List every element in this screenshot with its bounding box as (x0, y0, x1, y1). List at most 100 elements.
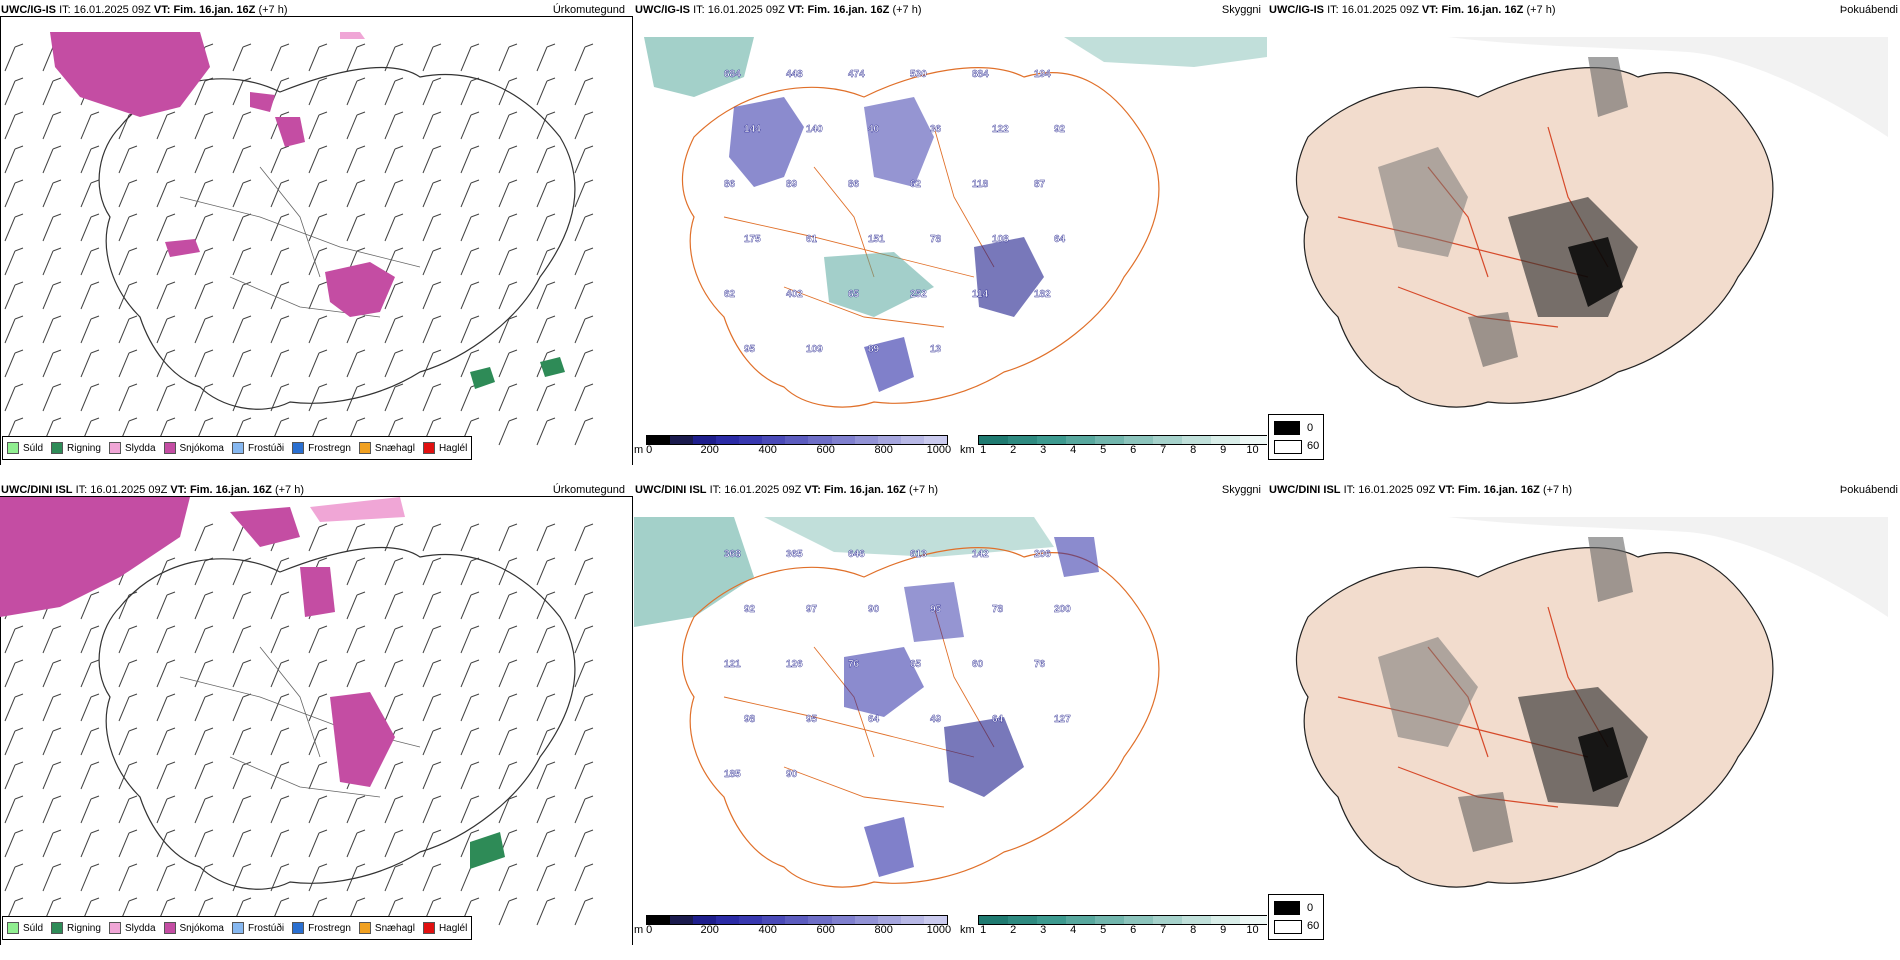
elev-tick: 800 (874, 444, 893, 456)
wind-barb (498, 863, 518, 892)
wind-barb (232, 247, 252, 276)
wind-barb (42, 727, 62, 756)
wind-barb (498, 761, 518, 790)
panel-title: Skyggni (1221, 484, 1261, 496)
wind-barb (42, 145, 62, 174)
wind-barb (498, 315, 518, 344)
wind-barb (574, 315, 594, 344)
wind-barb (194, 111, 214, 140)
wind-barb (460, 111, 480, 140)
wind-barb (4, 863, 24, 892)
wind-barb (118, 281, 138, 310)
wind-barb (156, 111, 176, 140)
wind-barb (118, 693, 138, 722)
wind-barb (308, 829, 328, 858)
wind-barb (346, 557, 366, 586)
visibility-map[interactable] (634, 497, 1267, 907)
colorbar-swatch (693, 436, 717, 444)
wind-barb (308, 727, 328, 756)
wind-barb (460, 829, 480, 858)
elevation-unit: m (634, 444, 644, 456)
wind-barb (194, 315, 214, 344)
wind-barb (308, 43, 328, 72)
colorbar-swatch (739, 916, 763, 924)
wind-barb (422, 77, 442, 106)
wind-barb (422, 145, 442, 174)
wind-barb (498, 179, 518, 208)
wind-barb (460, 795, 480, 824)
wind-barb (42, 761, 62, 790)
elevation-label: 530 (910, 69, 927, 80)
wind-barb (308, 863, 328, 892)
wind-barb (42, 795, 62, 824)
fog-map[interactable] (1268, 497, 1900, 907)
visibility-map[interactable] (634, 17, 1267, 427)
elevation-label: 140 (806, 124, 823, 135)
wind-barb (232, 761, 252, 790)
wind-barb (270, 795, 290, 824)
wind-barb (574, 557, 594, 586)
wind-barb (80, 625, 100, 654)
wind-barb (308, 111, 328, 140)
wind-barb (80, 761, 100, 790)
wind-barb (460, 761, 480, 790)
elevation-label: 49 (930, 714, 942, 725)
legend-item-frostregn: Frostregn (292, 442, 351, 454)
wind-barb (422, 659, 442, 688)
vis-tick: 1 (980, 444, 987, 456)
wind-barb (536, 111, 556, 140)
wind-barb (194, 625, 214, 654)
wind-barb (308, 281, 328, 310)
wind-barb (4, 659, 24, 688)
wind-barb (42, 315, 62, 344)
elevation-label: 144 (744, 124, 761, 135)
wind-barb (80, 383, 100, 412)
elevation-label: 121 (724, 659, 741, 670)
elevation-label: 200 (1054, 604, 1071, 615)
elevation-colorbar-boxes (646, 915, 948, 925)
map-frame (0, 496, 633, 945)
wind-barb (384, 213, 404, 242)
wind-barb (460, 43, 480, 72)
vis-tick: 7 (1160, 444, 1167, 456)
wind-barb (574, 625, 594, 654)
colorbar-swatch (785, 436, 809, 444)
precip-map[interactable] (0, 17, 633, 465)
elevation-label: 95 (806, 714, 818, 725)
wind-barb (536, 315, 556, 344)
wind-barb (4, 179, 24, 208)
fog-map[interactable] (1268, 17, 1900, 427)
wind-barb (460, 77, 480, 106)
elev-tick: 800 (874, 924, 893, 936)
wind-barb (80, 863, 100, 892)
colorbar-swatch (1008, 916, 1037, 924)
wind-barb (308, 247, 328, 276)
wind-barb (232, 829, 252, 858)
wind-barb (80, 659, 100, 688)
colorbar-swatch (762, 436, 786, 444)
wind-barb (156, 315, 176, 344)
elevation-label: 368 (724, 549, 741, 560)
elev-tick: 1000 (926, 924, 952, 936)
elevation-label: 89 (786, 179, 798, 190)
legend-item-frostudi: Frostúði (231, 442, 284, 454)
colorbar-swatch (1124, 436, 1153, 444)
precip-map[interactable] (0, 497, 633, 945)
wind-barb (232, 111, 252, 140)
wind-barb (118, 761, 138, 790)
elevation-label: 64 (1054, 234, 1066, 245)
wind-barb (346, 179, 366, 208)
colorbar-swatch (831, 436, 855, 444)
wind-barb (384, 77, 404, 106)
wind-barb (118, 795, 138, 824)
vis-tick: 5 (1100, 444, 1107, 456)
wind-barb (80, 693, 100, 722)
wind-barb (498, 557, 518, 586)
wind-barb (232, 625, 252, 654)
wind-barb (346, 829, 366, 858)
elev-labels-layer: 684 448 474 530 884 194 144 140 40 36 122 92 86 89 86 6… (724, 69, 1066, 355)
wind-barb (536, 693, 556, 722)
elevation-label: 13 (930, 344, 942, 355)
visibility-panel: UWC/IG-IS IT: 16.01.2025 09Z VT: Fim. 16… (634, 0, 1267, 465)
legend-item-suld: Súld (7, 922, 43, 934)
